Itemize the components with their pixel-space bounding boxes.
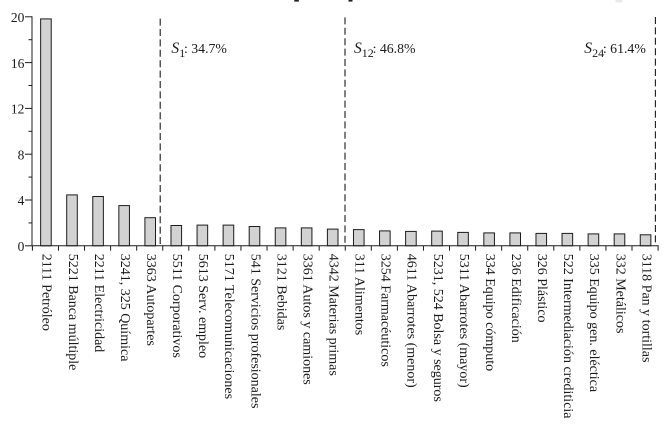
svg-text:2211 Electricidad: 2211 Electricidad <box>91 254 106 353</box>
svg-text:326 Plástico: 326 Plástico <box>534 254 549 323</box>
svg-text:3121 Bebidas: 3121 Bebidas <box>273 254 288 331</box>
svg-text:5511 Corporativos: 5511 Corporativos <box>169 254 184 358</box>
svg-text:0: 0 <box>18 239 25 254</box>
svg-text:S12: 46.8%: S12: 46.8% <box>354 40 416 60</box>
svg-text:335 Equipo gen. eléctica: 335 Equipo gen. eléctica <box>586 254 601 393</box>
svg-text:S24: 61.4%: S24: 61.4% <box>584 40 646 60</box>
svg-text:12: 12 <box>11 102 25 117</box>
svg-text:16: 16 <box>11 56 25 71</box>
svg-text:4: 4 <box>18 193 25 208</box>
svg-text:2111 Petróleo: 2111 Petróleo <box>39 254 54 331</box>
svg-text:8: 8 <box>18 147 25 162</box>
svg-text:522 Intermediación crediticia: 522 Intermediación crediticia <box>560 254 575 420</box>
svg-text:20: 20 <box>11 10 25 25</box>
svg-text:3118 Pan y tortillas: 3118 Pan y tortillas <box>638 254 653 363</box>
svg-text:332 Metálicos: 332 Metálicos <box>612 254 627 334</box>
svg-text:5311 Abarrotes (mayor): 5311 Abarrotes (mayor) <box>456 254 471 388</box>
svg-text:3254 Farmacéuticos: 3254 Farmacéuticos <box>378 254 393 367</box>
svg-text:5171 Telecomunicaciones: 5171 Telecomunicaciones <box>221 254 236 399</box>
svg-text:3361 Autos y camiones: 3361 Autos y camiones <box>299 254 314 385</box>
svg-text:4611 Abarrotes (menor): 4611 Abarrotes (menor) <box>404 254 419 388</box>
svg-text:5231, 524 Bolsa y seguros: 5231, 524 Bolsa y seguros <box>430 254 445 402</box>
svg-text:3241, 325 Química: 3241, 325 Química <box>117 254 132 362</box>
svg-text:3363 Autopartes: 3363 Autopartes <box>143 254 158 346</box>
svg-text:236 Edificación: 236 Edificación <box>508 254 523 343</box>
svg-text:311 Alimentos: 311 Alimentos <box>352 254 367 336</box>
svg-text:541 Servicios profesionales: 541 Servicios profesionales <box>247 254 262 409</box>
svg-text:S1: 34.7%: S1: 34.7% <box>171 40 227 60</box>
svg-text:4342 Materias primas: 4342 Materias primas <box>326 254 341 376</box>
svg-text:334 Equipo cómputo: 334 Equipo cómputo <box>482 254 497 371</box>
svg-text:5221 Banca múltiple: 5221 Banca múltiple <box>65 254 80 371</box>
svg-text:5613 Serv. empleo: 5613 Serv. empleo <box>195 254 210 358</box>
